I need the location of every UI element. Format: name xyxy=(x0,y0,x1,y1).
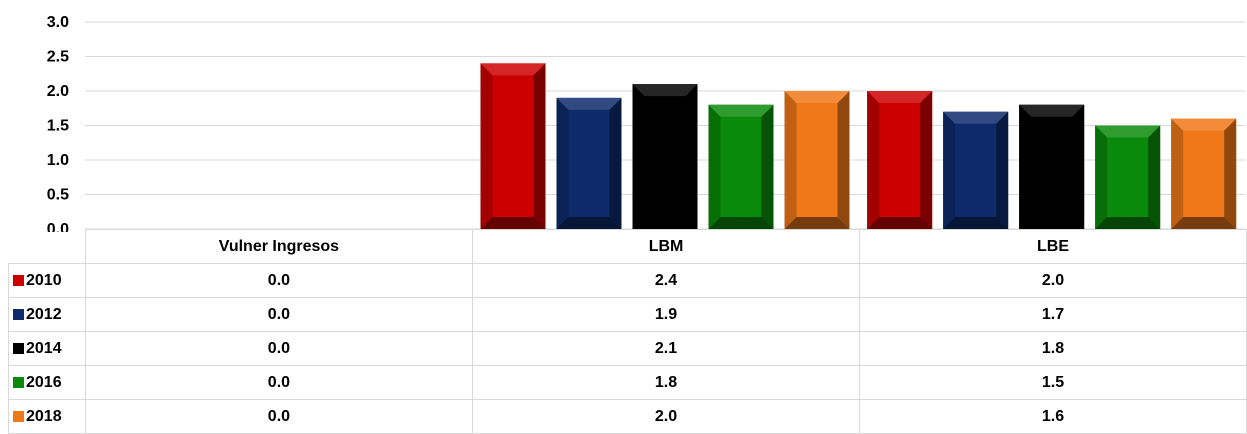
bar xyxy=(867,91,933,229)
series-label: 2012 xyxy=(26,305,62,323)
legend-entry: 2014 xyxy=(8,331,86,366)
table-cell: 2.0 xyxy=(859,263,1247,298)
table-header-row: Vulner Ingresos LBM LBE xyxy=(8,229,1247,264)
legend-entry: 2018 xyxy=(8,399,86,434)
category-header: LBE xyxy=(859,229,1247,264)
bar-chart: 0.0 0.5 1.0 1.5 2.0 2.5 3.0 xyxy=(47,14,1245,232)
legend-swatch xyxy=(13,342,24,354)
legend-entry: 2012 xyxy=(8,297,86,332)
legend-swatch xyxy=(13,410,24,422)
table-row: 2010 0.0 2.4 2.0 xyxy=(8,263,1247,298)
table-cell: 1.6 xyxy=(859,399,1247,434)
y-tick-label: 0.0 xyxy=(47,221,69,232)
table-cell: 2.4 xyxy=(472,263,861,298)
bar xyxy=(556,97,622,230)
y-tick-label: 1.5 xyxy=(47,118,69,135)
y-axis-ticks: 0.0 0.5 1.0 1.5 2.0 2.5 3.0 xyxy=(47,14,69,232)
legend-swatch xyxy=(13,376,24,388)
table-cell: 1.9 xyxy=(472,297,861,332)
category-header: Vulner Ingresos xyxy=(84,229,474,264)
table-cell: 0.0 xyxy=(84,365,474,400)
table-row: 2012 0.0 1.9 1.7 xyxy=(8,297,1247,332)
y-tick-label: 1.0 xyxy=(47,152,69,169)
table-cell: 2.0 xyxy=(472,399,861,434)
bar xyxy=(632,84,698,229)
y-tick-label: 2.0 xyxy=(47,83,69,100)
legend-swatch xyxy=(13,308,24,320)
bar xyxy=(1171,118,1237,229)
bar xyxy=(943,111,1009,229)
table-row: 2016 0.0 1.8 1.5 xyxy=(8,365,1247,400)
legend-swatch xyxy=(13,274,24,286)
bar xyxy=(708,104,774,229)
table-row: 2018 0.0 2.0 1.6 xyxy=(8,399,1247,434)
series-label: 2016 xyxy=(26,373,62,391)
table-row: 2014 0.0 2.1 1.8 xyxy=(8,331,1247,366)
legend-entry: 2010 xyxy=(8,263,86,298)
table-cell: 0.0 xyxy=(84,297,474,332)
y-tick-label: 0.5 xyxy=(47,187,69,204)
table-cell: 1.8 xyxy=(472,365,861,400)
bar xyxy=(1095,125,1161,229)
table-cell: 1.7 xyxy=(859,297,1247,332)
series-label: 2018 xyxy=(26,407,62,425)
bar xyxy=(784,91,850,229)
series-label: 2014 xyxy=(26,339,62,357)
table-cell: 0.0 xyxy=(84,399,474,434)
table-cell: 2.1 xyxy=(472,331,861,366)
data-table: Vulner Ingresos LBM LBE 2010 0.0 2.4 2.0 201… xyxy=(8,229,1247,434)
y-tick-label: 2.5 xyxy=(47,49,69,66)
table-cell: 1.8 xyxy=(859,331,1247,366)
bars xyxy=(480,63,1237,230)
table-cell: 0.0 xyxy=(84,263,474,298)
legend-entry: 2016 xyxy=(8,365,86,400)
table-cell: 1.5 xyxy=(859,365,1247,400)
bar xyxy=(480,63,546,230)
category-header: LBM xyxy=(472,229,861,264)
bar xyxy=(1019,104,1085,229)
y-tick-label: 3.0 xyxy=(47,14,69,31)
series-label: 2010 xyxy=(26,271,62,289)
table-cell: 0.0 xyxy=(84,331,474,366)
table-corner xyxy=(8,229,86,264)
